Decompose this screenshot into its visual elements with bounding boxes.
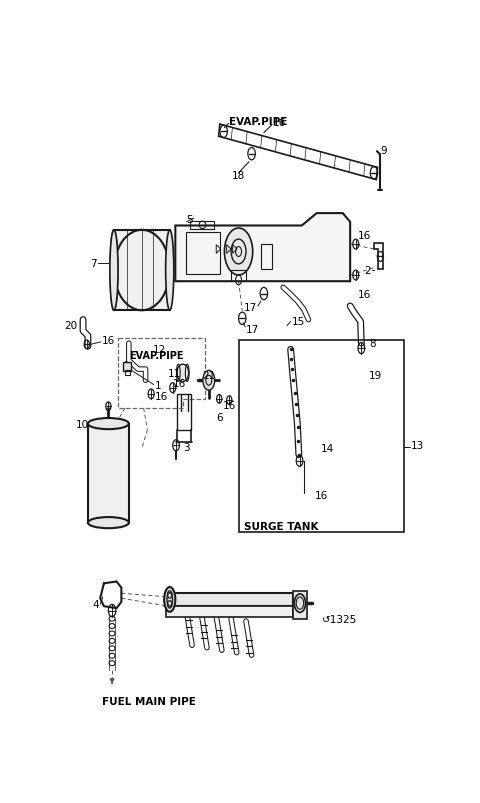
Text: 18: 18 xyxy=(232,170,245,181)
Text: FUEL MAIN PIPE: FUEL MAIN PIPE xyxy=(102,696,196,706)
Ellipse shape xyxy=(88,517,129,528)
Text: 4: 4 xyxy=(93,600,99,609)
Text: 15: 15 xyxy=(291,317,305,327)
Bar xyxy=(114,230,170,311)
Text: 19: 19 xyxy=(369,371,382,381)
Text: 13: 13 xyxy=(410,441,424,450)
Text: 7: 7 xyxy=(90,259,96,268)
Text: 21: 21 xyxy=(202,371,216,381)
Bar xyxy=(239,340,404,532)
Ellipse shape xyxy=(294,594,305,613)
Text: 3: 3 xyxy=(183,442,190,453)
Bar xyxy=(123,362,132,372)
Text: 9: 9 xyxy=(381,146,387,156)
Text: 17: 17 xyxy=(244,303,257,313)
Ellipse shape xyxy=(166,230,174,311)
Polygon shape xyxy=(175,214,350,282)
Circle shape xyxy=(203,371,215,391)
Ellipse shape xyxy=(88,418,129,430)
Ellipse shape xyxy=(110,230,118,311)
Circle shape xyxy=(225,229,252,275)
Bar xyxy=(88,424,129,523)
Text: 16: 16 xyxy=(155,391,168,402)
Text: ↺1325: ↺1325 xyxy=(322,613,358,624)
Text: 14: 14 xyxy=(321,444,334,454)
Text: 16: 16 xyxy=(315,490,328,500)
Text: 5: 5 xyxy=(186,215,193,225)
Text: 16: 16 xyxy=(102,336,115,345)
Bar xyxy=(125,371,130,376)
Text: 2: 2 xyxy=(364,266,371,275)
Text: 6: 6 xyxy=(216,413,223,423)
Text: 16: 16 xyxy=(358,230,371,240)
Text: 1: 1 xyxy=(155,380,161,390)
Bar xyxy=(231,271,246,282)
Bar xyxy=(261,245,272,270)
Ellipse shape xyxy=(164,587,175,612)
Bar xyxy=(190,222,215,230)
Text: 16: 16 xyxy=(223,401,236,410)
Text: 17: 17 xyxy=(246,324,259,335)
Text: 10: 10 xyxy=(76,419,89,429)
Text: EVAP.PIPE: EVAP.PIPE xyxy=(129,351,183,361)
Bar xyxy=(166,605,292,617)
Bar xyxy=(166,593,292,606)
Text: SURGE TANK: SURGE TANK xyxy=(244,521,319,531)
Text: 11: 11 xyxy=(168,369,181,378)
Ellipse shape xyxy=(177,365,189,382)
Text: 12: 12 xyxy=(153,344,166,355)
Text: 16: 16 xyxy=(173,379,186,389)
Text: EVAP.PIPE: EVAP.PIPE xyxy=(229,116,288,127)
Text: 8: 8 xyxy=(369,339,375,349)
Text: 16: 16 xyxy=(358,289,371,300)
Bar xyxy=(186,232,220,275)
Text: 20: 20 xyxy=(65,320,78,330)
Text: 16: 16 xyxy=(273,118,286,128)
Bar xyxy=(292,591,307,619)
Bar xyxy=(177,394,192,430)
